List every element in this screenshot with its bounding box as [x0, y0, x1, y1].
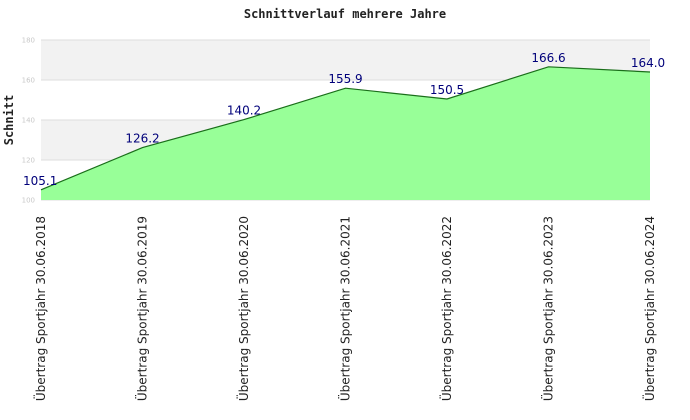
- data-labels: 105.1 126.2 140.2 155.9 150.5 166.6 164.0: [23, 51, 665, 188]
- y-tick-labels: 100 120 140 160 180: [22, 37, 35, 205]
- data-label: 150.5: [430, 83, 464, 97]
- y-axis-label: Schnitt: [2, 95, 16, 146]
- x-tick-labels: Übertrag Sportjahr 30.06.2018 Übertrag Sp…: [32, 216, 657, 401]
- data-label: 105.1: [23, 174, 57, 188]
- y-tick-label: 100: [22, 197, 35, 205]
- data-label: 166.6: [531, 51, 565, 65]
- y-tick-label: 140: [22, 117, 35, 125]
- y-tick-label: 160: [22, 77, 35, 85]
- chart-title: Schnittverlauf mehrere Jahre: [244, 7, 446, 21]
- x-tick-label: Übertrag Sportjahr 30.06.2024: [641, 216, 657, 401]
- x-tick-label: Übertrag Sportjahr 30.06.2018: [32, 216, 48, 401]
- series-area: [40, 66, 651, 200]
- x-tick-label: Übertrag Sportjahr 30.06.2023: [540, 216, 556, 401]
- data-label: 164.0: [631, 56, 665, 70]
- x-tick-label: Übertrag Sportjahr 30.06.2020: [235, 216, 251, 401]
- area-fill: [41, 66, 650, 200]
- x-tick-label: Übertrag Sportjahr 30.06.2022: [438, 216, 454, 401]
- data-label: 155.9: [328, 72, 362, 86]
- series-line: [40, 66, 651, 191]
- x-tick-label: Übertrag Sportjahr 30.06.2021: [337, 216, 353, 401]
- data-label: 126.2: [125, 132, 159, 146]
- data-label: 140.2: [227, 104, 261, 118]
- y-tick-label: 180: [22, 37, 35, 45]
- y-tick-label: 120: [22, 157, 35, 165]
- x-tick-label: Übertrag Sportjahr 30.06.2019: [134, 216, 150, 401]
